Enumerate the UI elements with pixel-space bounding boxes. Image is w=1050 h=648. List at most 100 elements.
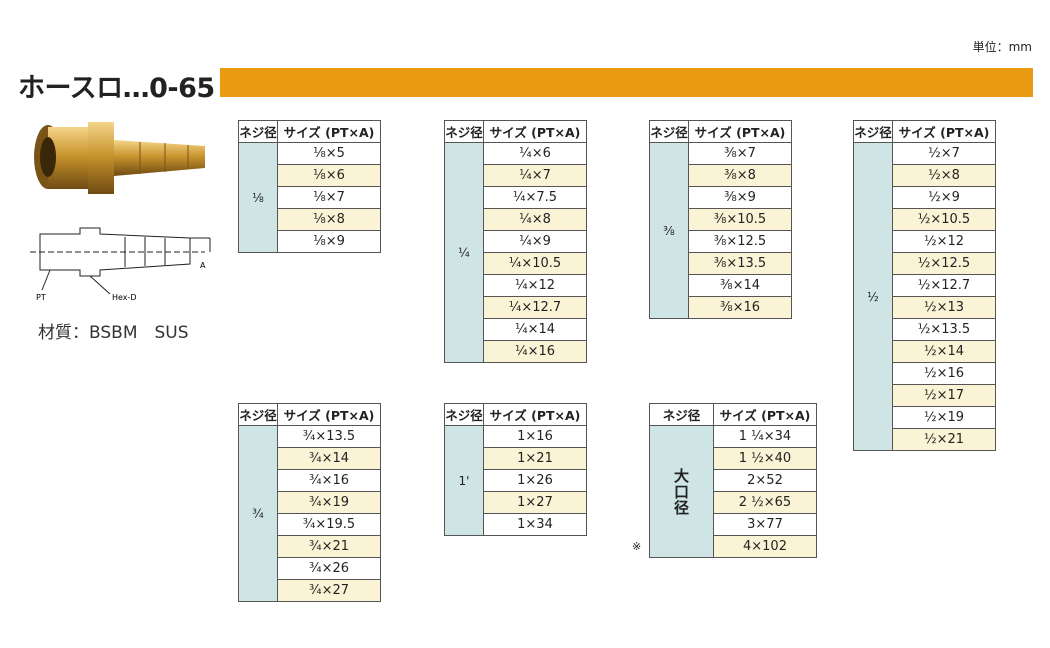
header-cell: ネジ径: [853, 120, 893, 143]
size-cell: ¾×19.5: [277, 513, 381, 536]
size-cell: 1 ½×40: [713, 447, 817, 470]
size-cell: ⅜×9: [688, 186, 792, 209]
size-row: ¼×12.7: [445, 296, 587, 319]
size-cell: ¾×26: [277, 557, 381, 580]
size-cell: ½×13.5: [892, 318, 996, 341]
size-row: ⅛ ⅛×5: [238, 142, 381, 253]
size-row: ½×14: [854, 340, 996, 363]
size-cell: ⅜×14: [688, 274, 792, 297]
thread-cell: ¼: [444, 142, 484, 363]
size-cell: ⅜×7: [688, 142, 792, 165]
size-row: ¾×14: [239, 447, 381, 470]
size-row: ⅛×7: [239, 186, 381, 209]
size-cell: ¾×14: [277, 447, 381, 470]
size-row: ⅜×13.5: [650, 252, 792, 275]
size-row: 2 ½×65: [650, 491, 817, 514]
size-cell: 2×52: [713, 469, 817, 492]
size-cell: ⅜×8: [688, 164, 792, 187]
thread-cell: ½: [853, 142, 893, 451]
size-cell: ¼×6: [483, 142, 587, 165]
size-table: ネジ径 サイズ (PT×A) 1' 1×16 1×21 1×26 1×27 1×34: [444, 403, 587, 536]
size-cell: ½×21: [892, 428, 996, 451]
thread-cell: ⅜: [649, 142, 689, 319]
size-cell: ½×12.7: [892, 274, 996, 297]
drawing: [30, 227, 211, 295]
size-cell: ¼×9: [483, 230, 587, 253]
size-row: ¾×27: [239, 579, 381, 602]
size-cell: ½×16: [892, 362, 996, 385]
size-row: ½×16: [854, 362, 996, 385]
size-cell: ⅛×8: [277, 208, 381, 231]
size-cell: ¼×7.5: [483, 186, 587, 209]
size-cell: ¾×19: [277, 491, 381, 514]
size-row: 1×34: [445, 513, 587, 536]
size-cell: 1×16: [483, 425, 587, 448]
header-cell: ネジ径: [444, 403, 484, 426]
material: 材質：BSBM SUS: [38, 323, 189, 343]
size-row: 4×102: [650, 535, 817, 558]
size-cell: ¾×16: [277, 469, 381, 492]
unit: 単位：mm: [972, 40, 1032, 54]
size-row: ⅜×12.5: [650, 230, 792, 253]
size-row: ¾×19.5: [239, 513, 381, 536]
title: ホースロ…0-65: [18, 73, 215, 104]
size-cell: ¼×8: [483, 208, 587, 231]
note-mark: ※: [632, 540, 642, 553]
size-cell: 2 ½×65: [713, 491, 817, 514]
size-row: ⅜×16: [650, 296, 792, 319]
size-row: ½×10.5: [854, 208, 996, 231]
header-cell: サイズ (PT×A): [713, 403, 817, 426]
thread-cell: ¾: [238, 425, 278, 602]
size-cell: ¼×7: [483, 164, 587, 187]
thread-cell: 大口径: [649, 425, 714, 558]
size-cell: ¼×12.7: [483, 296, 587, 319]
size-cell: ¾×27: [277, 579, 381, 602]
label-hex: Hex-D: [112, 293, 137, 302]
size-cell: ½×13: [892, 296, 996, 319]
size-row: ½×9: [854, 186, 996, 209]
header-row: ネジ径 サイズ (PT×A): [649, 403, 817, 426]
header-cell: ネジ径: [444, 120, 484, 143]
size-row: ¼ ¼×6: [444, 142, 587, 363]
size-row: ½×12.5: [854, 252, 996, 275]
thread-cell: ⅛: [238, 142, 278, 253]
size-cell: 4×102: [713, 535, 817, 558]
header-cell: サイズ (PT×A): [483, 403, 587, 426]
size-row: 1 ½×40: [650, 447, 817, 470]
size-cell: 1×26: [483, 469, 587, 492]
label-pt: PT: [36, 293, 46, 302]
size-table: ネジ径 サイズ (PT×A) ¾ ¾×13.5 ¾×14 ¾×16 ¾×19 ¾×19.5 ¾×…: [238, 403, 381, 602]
size-cell: ½×12: [892, 230, 996, 253]
size-row: 大口径 1 ¼×34: [649, 425, 817, 558]
size-table: ネジ径 サイズ (PT×A) ⅛ ⅛×5 ⅛×6 ⅛×7 ⅛×8 ⅛×9: [238, 120, 381, 253]
size-row: ½×21: [854, 428, 996, 451]
size-row: ¼×9: [445, 230, 587, 253]
size-cell: ½×17: [892, 384, 996, 407]
size-row: ¼×7.5: [445, 186, 587, 209]
header-row: ネジ径 サイズ (PT×A): [649, 120, 792, 143]
size-row: ½×8: [854, 164, 996, 187]
size-cell: ¼×14: [483, 318, 587, 341]
header-cell: ネジ径: [649, 120, 689, 143]
size-cell: ⅜×16: [688, 296, 792, 319]
header-row: ネジ径 サイズ (PT×A): [853, 120, 996, 143]
title-bar: [220, 68, 1033, 97]
size-table: ネジ径 サイズ (PT×A) 大口径 1 ¼×34 1 ½×40 2×52 2 ½×65 3×…: [649, 403, 817, 558]
header-cell: サイズ (PT×A): [277, 403, 381, 426]
size-cell: 3×77: [713, 513, 817, 536]
header-cell: ネジ径: [238, 120, 278, 143]
size-row: ½×19: [854, 406, 996, 429]
size-cell: ½×9: [892, 186, 996, 209]
label-a: A: [200, 261, 206, 270]
size-row: ¼×8: [445, 208, 587, 231]
size-cell: 1×27: [483, 491, 587, 514]
size-cell: ⅛×5: [277, 142, 381, 165]
size-row: ⅛×8: [239, 208, 381, 231]
size-cell: ½×7: [892, 142, 996, 165]
size-cell: ⅜×13.5: [688, 252, 792, 275]
size-cell: ½×14: [892, 340, 996, 363]
header-cell: サイズ (PT×A): [483, 120, 587, 143]
header-cell: サイズ (PT×A): [277, 120, 381, 143]
size-cell: ⅜×10.5: [688, 208, 792, 231]
